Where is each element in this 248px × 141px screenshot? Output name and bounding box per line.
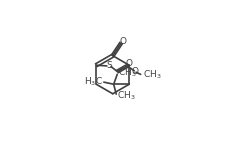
Text: CH$_3$: CH$_3$ xyxy=(118,66,136,79)
Text: CH$_3$: CH$_3$ xyxy=(117,90,135,103)
Text: O: O xyxy=(125,59,133,68)
Text: O: O xyxy=(120,37,126,46)
Text: CH$_3$: CH$_3$ xyxy=(143,69,161,81)
Text: H$_3$C: H$_3$C xyxy=(84,75,103,88)
Text: S: S xyxy=(106,61,112,70)
Text: O: O xyxy=(131,67,139,76)
